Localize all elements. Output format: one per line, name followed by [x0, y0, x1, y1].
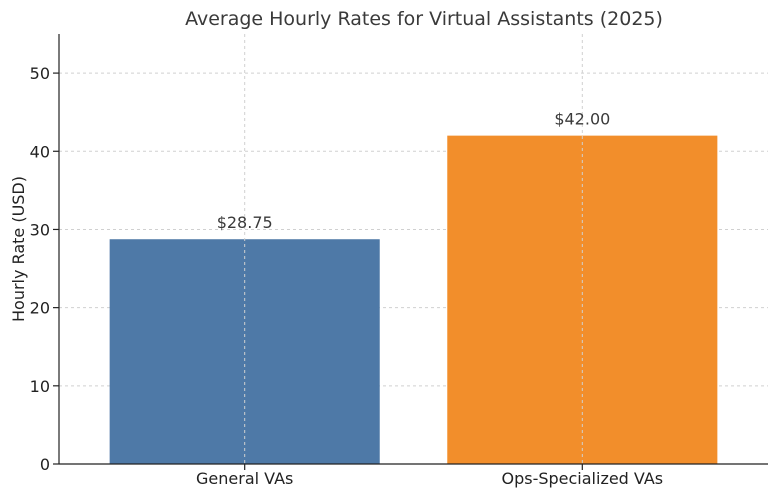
y-tick-label: 50 [30, 64, 50, 83]
bar-value-label: $28.75 [217, 213, 273, 232]
bar-value-label: $42.00 [554, 110, 610, 129]
y-tick-label: 20 [30, 299, 50, 318]
label-layer: 0 10 20 30 40 50 General VAs $28.75 Ops-Speciali… [30, 64, 663, 488]
chart-title: Average Hourly Rates for Virtual Assista… [185, 8, 663, 30]
bar-layer [109, 135, 718, 465]
y-tick-label: 30 [30, 220, 50, 239]
y-axis-label: Hourly Rate (USD) [9, 176, 28, 322]
axis-layer [53, 34, 768, 470]
x-tick-label: Ops-Specialized VAs [501, 469, 663, 488]
y-tick-label: 40 [30, 142, 50, 161]
x-tick-label: General VAs [196, 469, 293, 488]
y-tick-label: 10 [30, 377, 50, 396]
y-tick-label: 0 [40, 455, 50, 474]
